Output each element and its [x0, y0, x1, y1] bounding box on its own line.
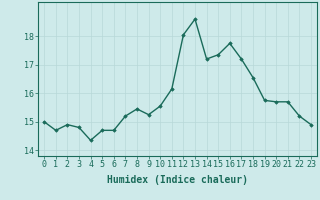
X-axis label: Humidex (Indice chaleur): Humidex (Indice chaleur): [107, 175, 248, 185]
